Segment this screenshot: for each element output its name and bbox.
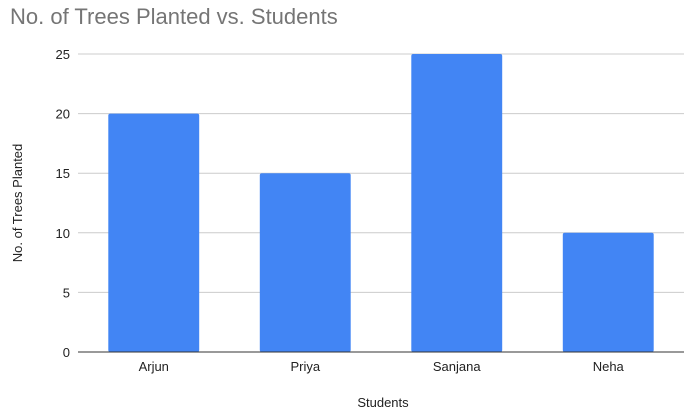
x-axis-title: Students [357, 395, 409, 410]
y-tick-labels: 0 5 10 15 20 25 [56, 47, 70, 360]
y-tick-label: 5 [63, 285, 70, 300]
chart-title: No. of Trees Planted vs. Students [10, 4, 338, 29]
y-tick-label: 15 [56, 166, 70, 181]
x-tick-label: Priya [290, 359, 320, 374]
bars [108, 54, 654, 352]
x-tick-label: Arjun [139, 359, 169, 374]
y-tick-label: 0 [63, 345, 70, 360]
bar-sanjana [411, 54, 503, 352]
bar-priya [259, 173, 351, 352]
x-tick-labels: Arjun Priya Sanjana Neha [139, 359, 625, 374]
x-tick-label: Sanjana [433, 359, 481, 374]
bar-neha [562, 232, 654, 352]
y-axis-title: No. of Trees Planted [10, 144, 25, 263]
bar-arjun [108, 113, 200, 352]
y-tick-label: 10 [56, 226, 70, 241]
y-tick-label: 20 [56, 107, 70, 122]
x-tick-label: Neha [593, 359, 625, 374]
y-tick-label: 25 [56, 47, 70, 62]
